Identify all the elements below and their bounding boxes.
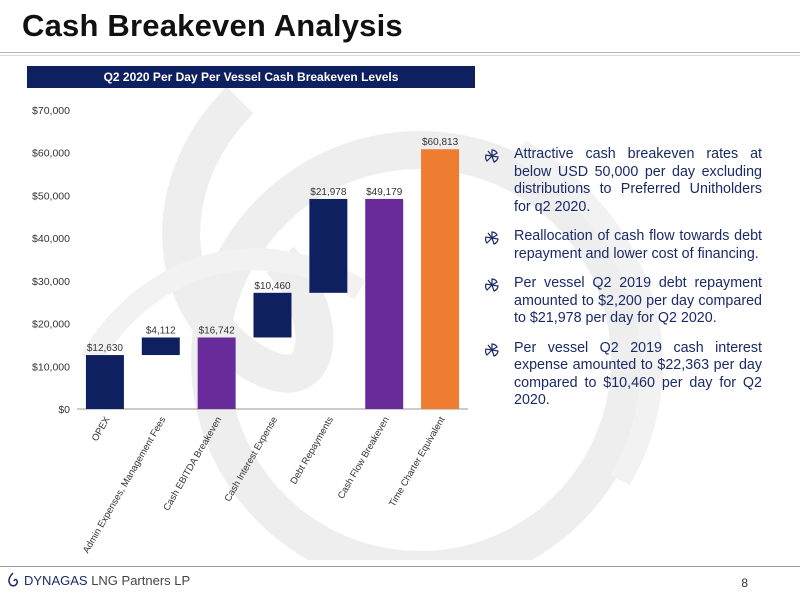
x-tick-label: Cash Interest Expense [223,415,281,504]
x-tick-label: Time Charter Equivalent [387,415,448,509]
bar [197,337,236,409]
bullet-text: Per vessel Q2 2019 cash interest expense… [514,339,762,409]
data-label: $4,112 [146,325,176,336]
x-tick-label: Debt Repayments [288,415,336,487]
pinwheel-icon [485,278,499,292]
bullet-item: Reallocation of cash flow towards debt r… [484,228,762,263]
x-tick-label: Cash Flow Breakeven [336,415,392,501]
bullet-item: Attractive cash breakeven rates at below… [484,146,762,216]
y-tick-label: $50,000 [32,190,70,202]
data-label: $16,742 [199,325,236,336]
bullet-text: Per vessel Q2 2019 debt repayment amount… [514,275,762,326]
data-label: $21,978 [310,187,347,198]
pinwheel-icon [485,231,499,245]
pinwheel-icon [485,342,499,357]
bullet-list: Attractive cash breakeven rates at below… [484,146,762,422]
y-tick-label: $40,000 [32,233,70,245]
bar [141,337,180,356]
title-divider-shadow [0,55,800,56]
bar [85,355,124,409]
data-label: $49,179 [366,187,403,198]
data-label: $12,630 [87,343,124,354]
y-tick-label: $60,000 [32,148,70,160]
bullet-item: Per vessel Q2 2019 cash interest expense… [484,340,762,410]
chart-title: Q2 2020 Per Day Per Vessel Cash Breakeve… [27,66,475,88]
bar [421,149,460,409]
y-tick-label: $0 [58,404,70,416]
bullet-item: Per vessel Q2 2019 debt repayment amount… [484,275,762,328]
bullet-text: Attractive cash breakeven rates at below… [514,146,762,215]
company-suffix: LNG Partners LP [87,573,191,588]
y-tick-label: $70,000 [32,105,70,117]
bar [365,198,404,409]
bar [253,292,292,338]
y-tick-label: $30,000 [32,276,70,288]
data-label: $60,813 [422,137,459,148]
x-tick-label: Cash EBITDA Breakeven [161,415,224,513]
company-logo: DYNAGAS LNG Partners LP [6,572,190,588]
bullet-text: Reallocation of cash flow towards debt r… [514,228,762,262]
y-tick-label: $10,000 [32,361,70,373]
page-number: 8 [741,576,748,590]
data-label: $10,460 [254,281,291,292]
page-title: Cash Breakeven Analysis [22,8,403,43]
company-name: DYNAGAS [24,573,88,588]
x-tick-label: OPEX [90,414,113,443]
flame-logo-icon [8,572,18,587]
bar [309,198,348,293]
y-tick-label: $20,000 [32,319,70,331]
pinwheel-icon [485,149,499,163]
footer-divider [0,566,800,567]
title-divider [0,52,800,53]
